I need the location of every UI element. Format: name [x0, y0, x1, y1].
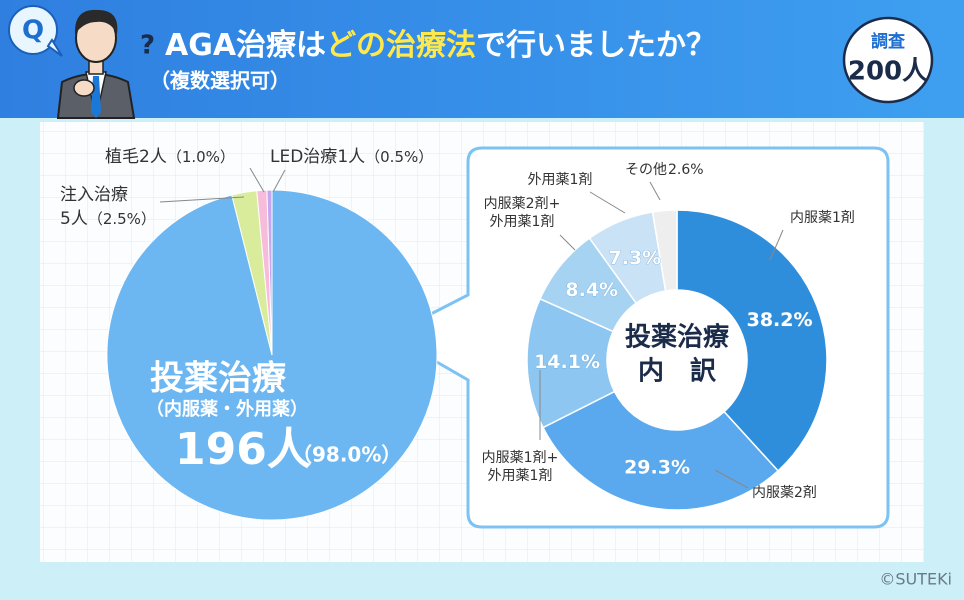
leader-line	[714, 469, 749, 489]
title: AGA治療はどの治療法で行いましたか？	[165, 28, 716, 63]
donut-category: その他	[625, 162, 667, 178]
donut-category: 外用薬1剤	[528, 172, 593, 188]
slice-label: LED治療1人（0.5%）	[270, 147, 433, 167]
donut-category: 内服薬1剤	[790, 210, 855, 226]
slice-count: 196人	[175, 424, 311, 475]
slice-value-label: （2.5%）	[88, 210, 156, 228]
slice-count: 5人	[60, 209, 88, 229]
donut-value-label: 2.6%	[668, 162, 704, 178]
donut-value-label: 8.4%	[565, 279, 618, 301]
copyright: ©SUTEKi	[879, 570, 952, 589]
title-highlight: どの治療法	[326, 28, 476, 63]
donut-category: 内服薬2剤	[752, 485, 817, 501]
leader-line	[649, 181, 661, 201]
donut-slice	[542, 390, 780, 511]
title-part: で行いましたか？	[476, 28, 716, 63]
q-text: Q	[22, 16, 44, 46]
badge-count: 200人	[848, 57, 928, 87]
question-mark: ?	[140, 31, 155, 61]
donut-value-label: 29.3%	[624, 457, 690, 479]
title-part: AGA治療は	[165, 28, 326, 63]
slice-name: 注入治療	[60, 185, 128, 205]
slice-count: 1人	[337, 147, 365, 167]
donut-slice	[651, 209, 678, 292]
person-illustration	[56, 9, 136, 119]
donut-category: 内服薬2剤+ 外用薬1剤	[484, 196, 561, 230]
slice-name: 投薬治療	[150, 359, 287, 399]
leader-line	[769, 229, 784, 261]
center-label: 内 訳	[638, 356, 717, 387]
q-bubble: Q	[8, 5, 63, 57]
pie-slice	[266, 189, 273, 356]
center-label: 投薬治療	[625, 323, 730, 353]
leader-line	[249, 167, 265, 193]
slice-note: （内服薬・外用薬）	[146, 398, 308, 420]
donut-hole	[609, 292, 745, 428]
subtitle: （複数選択可）	[150, 69, 290, 93]
donut-category: 内服薬1剤+ 外用薬1剤	[482, 450, 559, 484]
donut-value-label: 14.1%	[534, 351, 600, 373]
slice-value-label: （98.0%）	[292, 443, 401, 467]
slice-name: 植毛	[105, 147, 139, 167]
badge-label: 調査	[871, 31, 906, 52]
slice-value-label: （0.5%）	[365, 148, 433, 166]
slice-value-label: （1.0%）	[167, 148, 235, 166]
leader-line	[589, 191, 626, 214]
label-line: 内服薬2剤+	[484, 196, 561, 212]
label-line: 内服薬1剤+	[482, 450, 559, 466]
label-line: 外用薬1剤	[490, 214, 555, 230]
donut-value-label: 7.3%	[609, 247, 662, 269]
slice-label: 植毛2人（1.0%）	[105, 147, 235, 167]
donut-slice	[526, 297, 616, 429]
slice-label: 5人（2.5%）	[60, 209, 156, 229]
leader-line	[559, 234, 576, 251]
donut-value-label: 38.2%	[747, 309, 813, 331]
header-band	[0, 0, 964, 118]
slice-name: LED治療	[270, 147, 337, 167]
sample-badge: 調査 200人	[842, 16, 934, 104]
leader-line	[159, 196, 245, 203]
label-line: 外用薬1剤	[488, 468, 553, 484]
slice-count: 2人	[139, 147, 167, 167]
donut-slice	[676, 209, 828, 472]
leader-line	[272, 169, 286, 193]
